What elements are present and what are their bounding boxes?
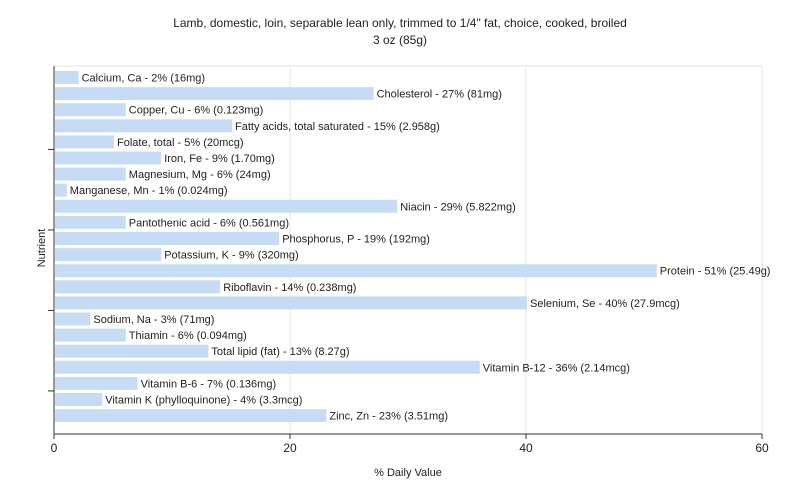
bar [55, 167, 126, 181]
x-tick-label: 40 [519, 441, 533, 455]
axes-group: 0 20 40 60 [48, 66, 769, 455]
bar [55, 232, 280, 245]
bar-value-label: Vitamin K (phylloquinone) - 4% (3.3mcg) [105, 395, 302, 407]
bar-value-label: Calcium, Ca - 2% (16mg) [82, 73, 205, 85]
bar [55, 344, 209, 358]
bar [55, 296, 527, 310]
bar [55, 103, 126, 117]
bar-value-label: Cholesterol - 27% (81mg) [377, 89, 502, 101]
y-axis-label: Nutrient [36, 229, 48, 268]
bar-value-label: Manganese, Mn - 1% (0.024mg) [70, 185, 228, 197]
bar [55, 393, 103, 406]
bar [55, 264, 657, 278]
bar-value-label: Potassium, K - 9% (320mg) [164, 250, 299, 262]
bar [55, 87, 374, 101]
bar [55, 183, 67, 197]
x-tick-label: 60 [755, 441, 769, 455]
bar [55, 360, 480, 374]
bar-value-label: Protein - 51% (25.49g) [660, 266, 771, 278]
chart-title: Lamb, domestic, loin, separable lean onl… [173, 16, 627, 30]
bar [55, 280, 221, 294]
x-tick-label: 0 [51, 441, 58, 455]
bar [55, 376, 138, 390]
bar [55, 151, 162, 165]
bar-value-label: Sodium, Na - 3% (71mg) [93, 314, 214, 326]
bar-value-label: Selenium, Se - 40% (27.9mcg) [530, 298, 680, 310]
bar [55, 328, 126, 342]
bar-value-label: Folate, total - 5% (20mcg) [117, 137, 244, 149]
bar-value-label: Vitamin B-6 - 7% (0.136mg) [141, 378, 277, 390]
bar-value-label: Total lipid (fat) - 13% (8.27g) [211, 346, 349, 358]
bar-value-label: Pantothenic acid - 6% (0.561mg) [129, 217, 289, 229]
bar [55, 199, 398, 213]
bar-value-label: Niacin - 29% (5.822mg) [400, 201, 516, 213]
bar [55, 215, 126, 229]
bar-value-label: Thiamin - 6% (0.094mg) [129, 330, 247, 342]
bar [55, 119, 232, 133]
bars-group: Calcium, Ca - 2% (16mg) Cholesterol - 27%… [55, 71, 770, 423]
bar [55, 248, 162, 262]
bar-value-label: Phosphorus, P - 19% (192mg) [282, 234, 430, 246]
bar [55, 409, 327, 423]
bar-value-label: Copper, Cu - 6% (0.123mg) [129, 105, 264, 117]
bar-value-label: Magnesium, Mg - 6% (24mg) [129, 169, 271, 181]
bar-value-label: Fatty acids, total saturated - 15% (2.95… [235, 121, 440, 133]
bar [55, 312, 91, 326]
x-axis-label: % Daily Value [374, 467, 442, 479]
bar-value-label: Iron, Fe - 9% (1.70mg) [164, 153, 275, 165]
chart-subtitle: 3 oz (85g) [373, 33, 427, 47]
bar-value-label: Vitamin B-12 - 36% (2.14mcg) [483, 362, 630, 374]
x-tick-label: 20 [283, 441, 297, 455]
bar [55, 71, 79, 84]
bar-value-label: Zinc, Zn - 23% (3.51mg) [329, 411, 448, 423]
bar-value-label: Riboflavin - 14% (0.238mg) [223, 282, 356, 294]
bar [55, 135, 114, 149]
